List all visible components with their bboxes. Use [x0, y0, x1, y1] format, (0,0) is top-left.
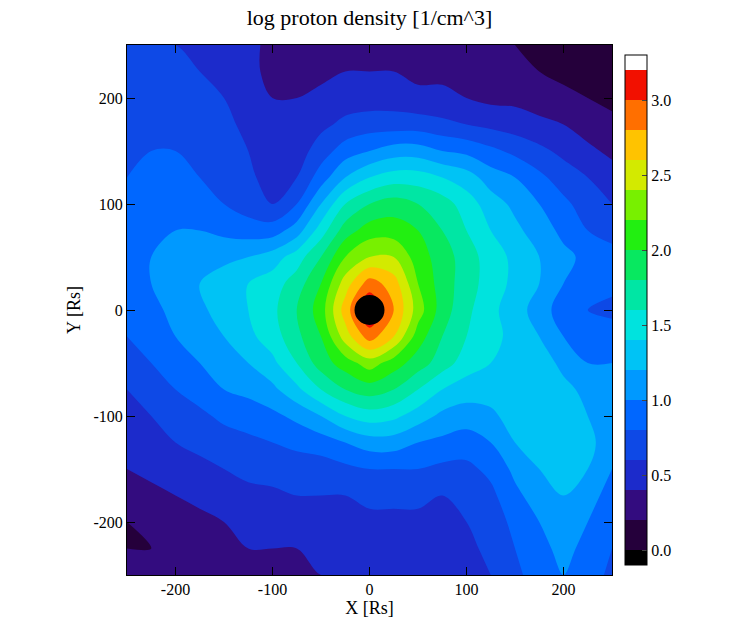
svg-text:1.5: 1.5: [651, 317, 671, 334]
svg-text:-100: -100: [258, 581, 287, 598]
svg-text:2.5: 2.5: [651, 167, 671, 184]
svg-text:log proton density [1/cm^3]: log proton density [1/cm^3]: [247, 5, 493, 30]
svg-text:-200: -200: [93, 514, 122, 531]
svg-text:X [Rs]: X [Rs]: [345, 598, 394, 618]
svg-text:-200: -200: [161, 581, 190, 598]
svg-text:0.0: 0.0: [651, 542, 671, 559]
svg-text:100: 100: [455, 581, 479, 598]
svg-text:-100: -100: [93, 408, 122, 425]
svg-text:0.5: 0.5: [651, 467, 671, 484]
svg-text:200: 200: [99, 90, 123, 107]
svg-text:100: 100: [99, 196, 123, 213]
svg-text:0: 0: [366, 581, 374, 598]
svg-text:0: 0: [115, 302, 123, 319]
svg-text:3.0: 3.0: [651, 92, 671, 109]
svg-text:2.0: 2.0: [651, 242, 671, 259]
svg-text:Y [Rs]: Y [Rs]: [64, 286, 84, 334]
svg-text:1.0: 1.0: [651, 392, 671, 409]
svg-text:200: 200: [552, 581, 576, 598]
